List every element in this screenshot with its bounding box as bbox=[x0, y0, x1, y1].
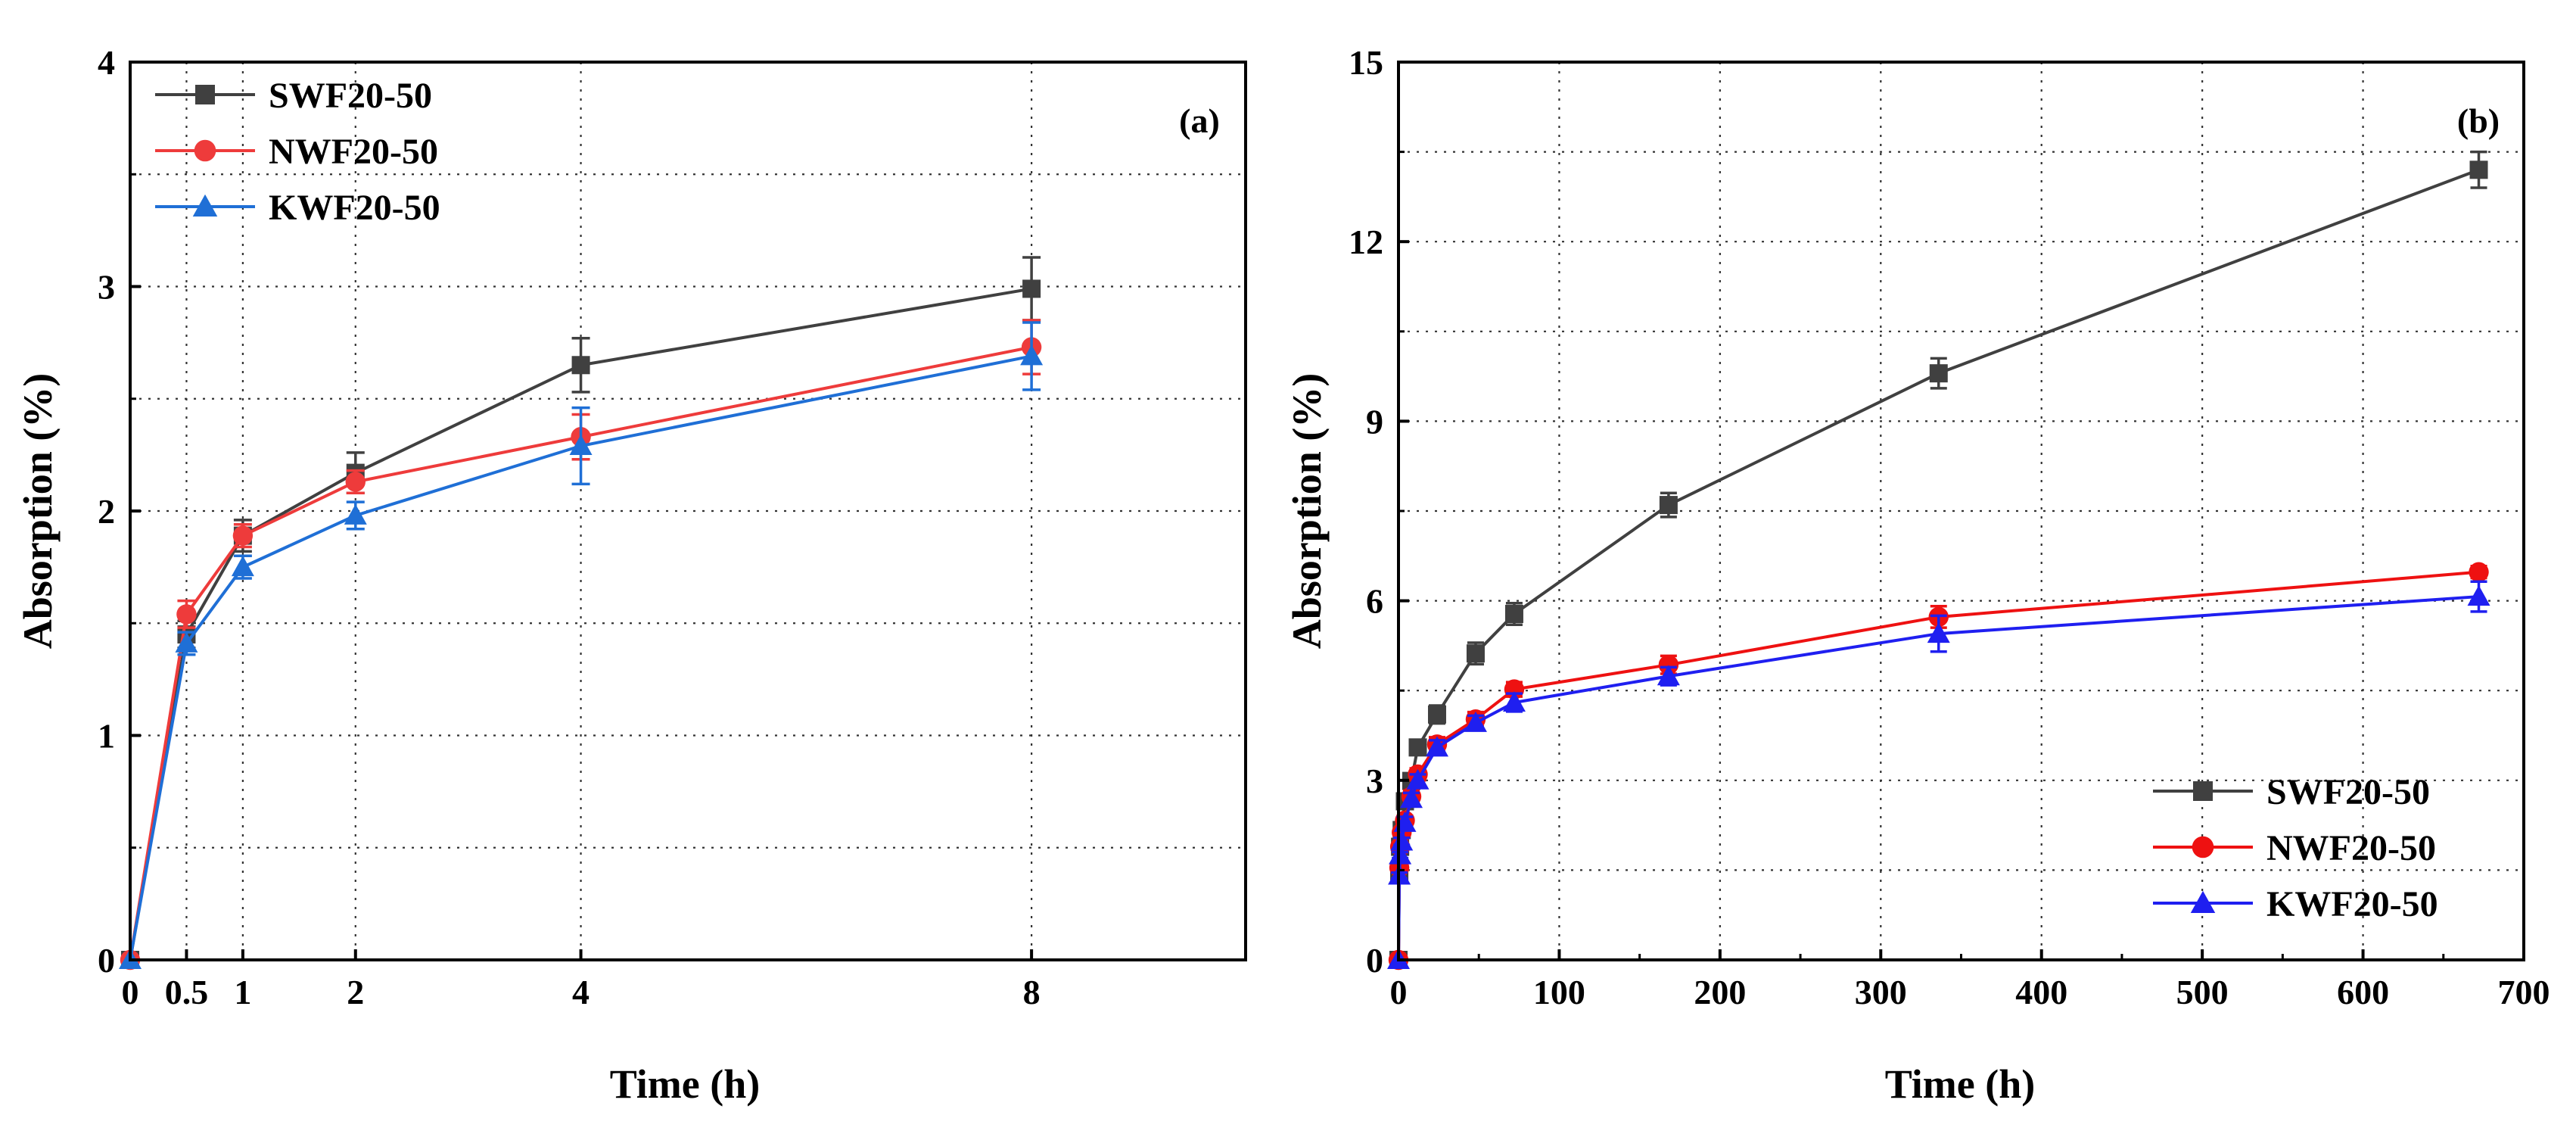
y-tick-label: 4 bbox=[98, 43, 115, 82]
y-axis-label: Absorption (%) bbox=[15, 373, 61, 650]
legend-entry: KWF20-50 bbox=[155, 188, 440, 228]
legend-label: KWF20-50 bbox=[269, 188, 440, 228]
chart-panel-b: 0 100 200 300 400 500 600 700 0 3 6 9 12 15 SWF20-50 … bbox=[1284, 43, 2550, 1107]
series-KWF20-50 bbox=[119, 321, 1044, 969]
x-tick-label: 600 bbox=[2337, 973, 2389, 1011]
legend-label: NWF20-50 bbox=[2266, 828, 2436, 868]
legend-marker bbox=[2193, 781, 2213, 801]
x-tick-label: 700 bbox=[2498, 973, 2550, 1011]
data-point bbox=[1427, 705, 1446, 724]
data-point bbox=[1390, 830, 1414, 851]
data-point bbox=[571, 356, 590, 375]
data-point bbox=[1658, 655, 1679, 675]
axis-ticks: 0 100 200 300 400 500 600 700 0 3 6 9 12 15 bbox=[1349, 43, 2550, 1011]
series-layer bbox=[1387, 150, 2490, 971]
data-point bbox=[2467, 585, 2490, 606]
series-line bbox=[129, 345, 1032, 961]
data-point bbox=[1389, 843, 1412, 865]
x-tick-label: 400 bbox=[2015, 973, 2067, 1011]
data-point bbox=[1464, 711, 1487, 732]
legend-marker bbox=[2192, 836, 2214, 858]
grid bbox=[1398, 62, 2524, 960]
legend-entry: KWF20-50 bbox=[2153, 884, 2438, 924]
x-axis-label: Time (h) bbox=[1885, 1061, 2036, 1107]
data-point bbox=[2469, 160, 2488, 179]
data-point bbox=[231, 556, 254, 577]
legend-entry: NWF20-50 bbox=[2153, 828, 2436, 868]
x-tick-label: 100 bbox=[1533, 973, 1585, 1011]
legend: SWF20-50 NWF20-50 KWF20-50 bbox=[155, 76, 440, 228]
x-tick-label: 4 bbox=[572, 973, 590, 1011]
data-point bbox=[569, 435, 593, 456]
data-point bbox=[1657, 665, 1680, 686]
legend-label: SWF20-50 bbox=[269, 76, 432, 116]
y-tick-label: 6 bbox=[1366, 582, 1383, 621]
legend-entry: SWF20-50 bbox=[2153, 772, 2430, 812]
series-line bbox=[129, 354, 1032, 961]
x-tick-label: 300 bbox=[1855, 973, 1907, 1011]
legend-label: KWF20-50 bbox=[2266, 884, 2438, 924]
y-tick-label: 3 bbox=[98, 268, 115, 307]
y-tick-label: 15 bbox=[1349, 43, 1383, 82]
y-axis-label: Absorption (%) bbox=[1284, 373, 1330, 650]
legend-label: NWF20-50 bbox=[269, 132, 438, 172]
x-tick-label: 8 bbox=[1023, 973, 1041, 1011]
series-layer bbox=[119, 256, 1044, 971]
x-tick-label: 0.5 bbox=[165, 973, 209, 1011]
data-point bbox=[1408, 738, 1427, 757]
chart-panel-a: 0 0.5 1 2 4 8 0 1 2 3 4 SWF20-50 NWF20-50 KWF20-50… bbox=[15, 43, 1247, 1107]
legend-marker bbox=[192, 194, 218, 217]
panel-label: (a) bbox=[1179, 101, 1220, 140]
data-point bbox=[344, 503, 367, 525]
y-tick-label: 1 bbox=[98, 717, 115, 756]
panel-label: (b) bbox=[2457, 101, 2500, 140]
data-point bbox=[1406, 768, 1430, 790]
data-point bbox=[1466, 644, 1485, 663]
data-point bbox=[2469, 562, 2489, 582]
x-tick-label: 1 bbox=[234, 973, 251, 1011]
y-tick-label: 0 bbox=[98, 941, 115, 980]
legend-marker bbox=[2190, 890, 2216, 913]
legend-entry: SWF20-50 bbox=[155, 76, 432, 116]
x-tick-label: 0 bbox=[122, 973, 139, 1011]
data-point bbox=[175, 631, 198, 653]
data-point bbox=[345, 472, 366, 492]
legend-marker bbox=[195, 85, 215, 104]
data-point bbox=[1659, 496, 1678, 515]
series-KWF20-50 bbox=[1387, 580, 2490, 969]
plot-frame bbox=[1397, 61, 2525, 961]
legend-marker bbox=[194, 139, 216, 162]
data-point bbox=[1022, 279, 1041, 298]
data-point bbox=[1927, 622, 1950, 643]
y-tick-label: 0 bbox=[1366, 941, 1383, 980]
x-tick-label: 200 bbox=[1694, 973, 1746, 1011]
x-axis-label: Time (h) bbox=[610, 1061, 761, 1107]
axis-ticks: 0 0.5 1 2 4 8 0 1 2 3 4 bbox=[98, 43, 1041, 1011]
data-point bbox=[232, 525, 254, 546]
y-tick-label: 12 bbox=[1349, 223, 1383, 261]
x-tick-label: 500 bbox=[2176, 973, 2229, 1011]
data-point bbox=[1399, 787, 1423, 809]
data-point bbox=[1425, 736, 1448, 757]
data-point bbox=[1020, 344, 1044, 366]
data-point bbox=[1929, 364, 1948, 383]
data-point bbox=[176, 604, 197, 625]
legend-label: SWF20-50 bbox=[2266, 772, 2430, 812]
x-tick-label: 0 bbox=[1390, 973, 1408, 1011]
legend-entry: NWF20-50 bbox=[155, 132, 438, 172]
data-point bbox=[1502, 691, 1526, 712]
x-tick-label: 2 bbox=[347, 973, 364, 1011]
y-tick-label: 9 bbox=[1366, 402, 1383, 441]
legend: SWF20-50 NWF20-50 KWF20-50 bbox=[2153, 772, 2438, 924]
y-tick-label: 2 bbox=[98, 492, 115, 531]
data-point bbox=[1504, 604, 1523, 623]
y-tick-label: 3 bbox=[1366, 762, 1383, 800]
